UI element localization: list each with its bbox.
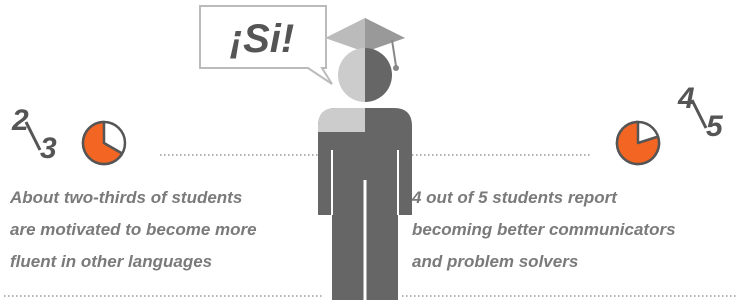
infographic: ¡Si! 23 About two-thirds of students are m… xyxy=(0,0,736,308)
denominator: 5 xyxy=(706,110,724,143)
denominator: 3 xyxy=(40,132,57,165)
description-line: becoming better communicators xyxy=(412,220,676,239)
description-line: and problem solvers xyxy=(412,252,578,271)
numerator: 4 xyxy=(677,82,695,115)
speech-bubble: ¡Si! xyxy=(200,6,332,84)
bubble-text: ¡Si! xyxy=(230,17,294,61)
numerator: 2 xyxy=(11,104,29,137)
description-line: 4 out of 5 students report xyxy=(411,188,618,207)
description-line: are motivated to become more xyxy=(10,220,257,239)
description-line: About two-thirds of students xyxy=(9,188,242,207)
graduate-figure xyxy=(318,18,412,300)
description-line: fluent in other languages xyxy=(10,252,212,271)
